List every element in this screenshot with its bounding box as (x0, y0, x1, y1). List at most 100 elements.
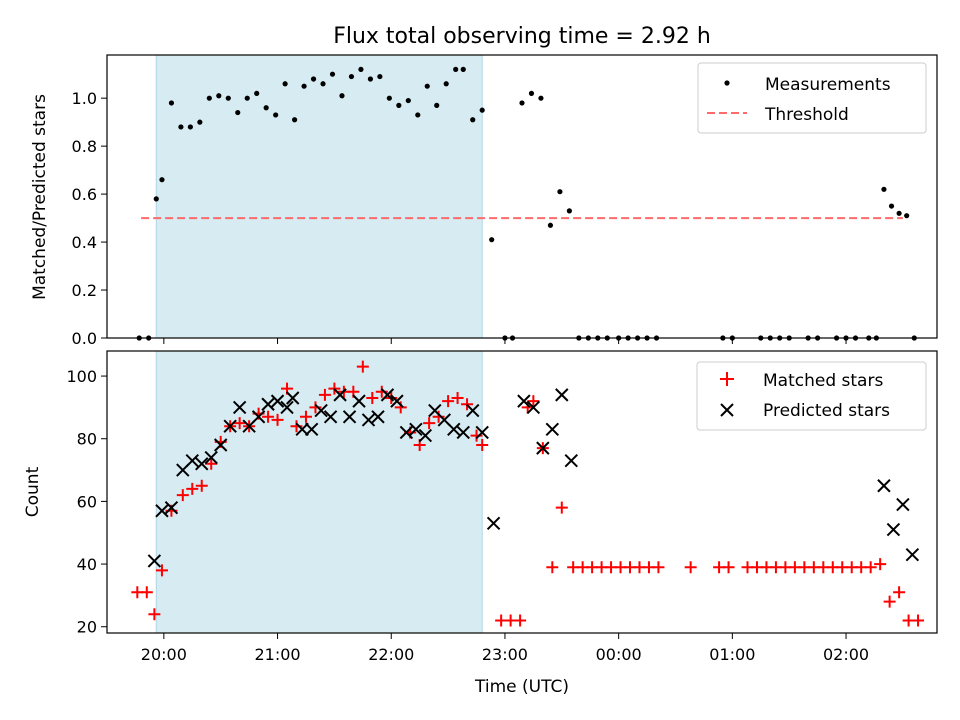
bottom-y-tick-label: 100 (66, 367, 97, 386)
matched-star-point (356, 360, 369, 373)
measurement-point (254, 90, 260, 96)
matched-star-point (470, 429, 483, 442)
x-tick-label: 00:00 (596, 645, 642, 664)
measurement-point (434, 102, 440, 108)
measurement-point (358, 66, 364, 72)
matched-star-point (912, 614, 925, 627)
matched-star-point (394, 401, 407, 414)
matched-star-point (375, 385, 388, 398)
predicted-star-point (877, 479, 891, 493)
measurement-point (348, 73, 355, 80)
measurement-point (168, 100, 175, 106)
x-tick-label: 20:00 (141, 645, 187, 664)
predicted-star-point (251, 410, 266, 424)
measurement-point (460, 66, 466, 72)
predicted-star-point (536, 441, 550, 455)
measurement-point (225, 95, 231, 101)
measurement-point (519, 100, 525, 106)
matched-star-point (451, 392, 464, 404)
bottom-legend: Matched stars Predicted stars (696, 361, 927, 431)
measurement-point (235, 109, 241, 116)
predicted-star-point (352, 394, 366, 408)
legend-predicted-marker (720, 403, 734, 417)
matched-star-point (883, 595, 896, 608)
top-y-tick-label: 1.0 (72, 89, 97, 108)
top-y-tick-label: 0.8 (72, 137, 97, 156)
legend-predicted-label: Predicted stars (763, 401, 890, 421)
predicted-star-point (466, 403, 480, 418)
top-plot-frame (106, 54, 938, 339)
matched-star-point (309, 401, 322, 414)
predicted-star-point (195, 457, 209, 471)
matched-star-point (521, 401, 534, 414)
predicted-star-point (323, 410, 338, 424)
measurement-point (216, 93, 222, 99)
bottom-observing-window (156, 351, 483, 633)
top-y-tick-label: 0.2 (72, 281, 97, 300)
predicted-star-point (261, 397, 275, 411)
legend-measurement-marker (724, 80, 730, 86)
measurement-point (396, 102, 402, 108)
legend-matched-label: Matched stars (763, 371, 883, 391)
measurement-point (415, 112, 421, 118)
predicted-star-point (204, 450, 218, 465)
predicted-star-point (295, 422, 309, 437)
predicted-star-point (342, 410, 357, 424)
matched-star-point (514, 614, 527, 627)
measurement-point (197, 119, 203, 125)
measurement-point (282, 81, 288, 87)
measurement-point (479, 107, 485, 113)
measurement-point (566, 208, 572, 214)
predicted-star-point (390, 394, 404, 408)
matched-star-point (527, 395, 540, 408)
x-tick-label: 01:00 (709, 645, 755, 664)
measurement-point (159, 177, 165, 183)
measurement-point (547, 222, 554, 228)
matched-star-point (366, 392, 379, 404)
matched-star-point (155, 564, 168, 577)
predicted-star-point (280, 400, 294, 415)
measurement-point (329, 71, 336, 77)
top-y-tick-label: 0.6 (72, 185, 97, 204)
measurement-point (453, 66, 459, 72)
matched-star-point (476, 439, 489, 451)
measurement-point (528, 90, 535, 96)
matched-star-point (864, 561, 877, 574)
measurement-point (443, 81, 449, 87)
matched-star-point (874, 558, 887, 571)
x-tick-label: 22:00 (368, 645, 414, 664)
bottom-plot-frame (106, 350, 938, 634)
measurement-point (301, 83, 307, 89)
predicted-star-point (886, 522, 901, 537)
predicted-star-point (399, 425, 414, 440)
predicted-star-point (232, 400, 247, 415)
predicted-star-point (286, 391, 300, 405)
predicted-star-point (475, 425, 489, 440)
measurement-point (888, 203, 895, 209)
predicted-star-point (456, 425, 470, 440)
predicted-star-point (213, 438, 228, 452)
predicted-star-point (270, 394, 285, 408)
measurement-point (377, 73, 383, 80)
predicted-star-point (164, 500, 179, 515)
measurement-point (206, 95, 212, 101)
measurement-point (405, 97, 411, 104)
measurement-point (881, 186, 887, 192)
legend-threshold-label: Threshold (764, 105, 849, 125)
x-tick-label: 02:00 (823, 645, 869, 664)
legend-matched-marker (720, 372, 734, 386)
top-legend: Measurements Threshold (697, 62, 927, 134)
bottom-y-axis-label: Count (23, 466, 43, 517)
bottom-panel: 20 40 60 80 100 20:00 21:00 22:00 23:00 00:00 01:0… (66, 350, 938, 664)
matched-star-point (299, 410, 312, 423)
measurement-point (187, 124, 193, 130)
matched-star-point (262, 410, 275, 423)
predicted-star-point (147, 554, 162, 568)
predicted-star-point (185, 453, 199, 468)
predicted-star-point (361, 413, 376, 427)
matched-star-point (290, 420, 303, 433)
matched-star-point (432, 410, 445, 423)
x-axis-label: Time (UTC) (474, 677, 569, 697)
x-tick-label: 23:00 (482, 645, 528, 664)
predicted-star-point (555, 388, 569, 402)
